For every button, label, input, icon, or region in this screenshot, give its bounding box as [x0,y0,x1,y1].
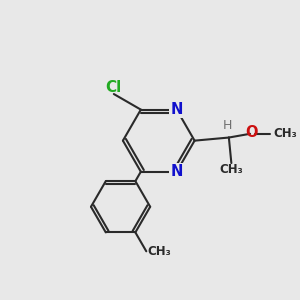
Text: CH₃: CH₃ [273,127,297,140]
Text: N: N [170,102,183,117]
Text: Cl: Cl [106,80,122,95]
Text: N: N [170,164,183,179]
Text: CH₃: CH₃ [220,164,243,176]
Text: H: H [223,119,232,132]
Text: O: O [245,125,258,140]
Text: CH₃: CH₃ [148,245,172,258]
